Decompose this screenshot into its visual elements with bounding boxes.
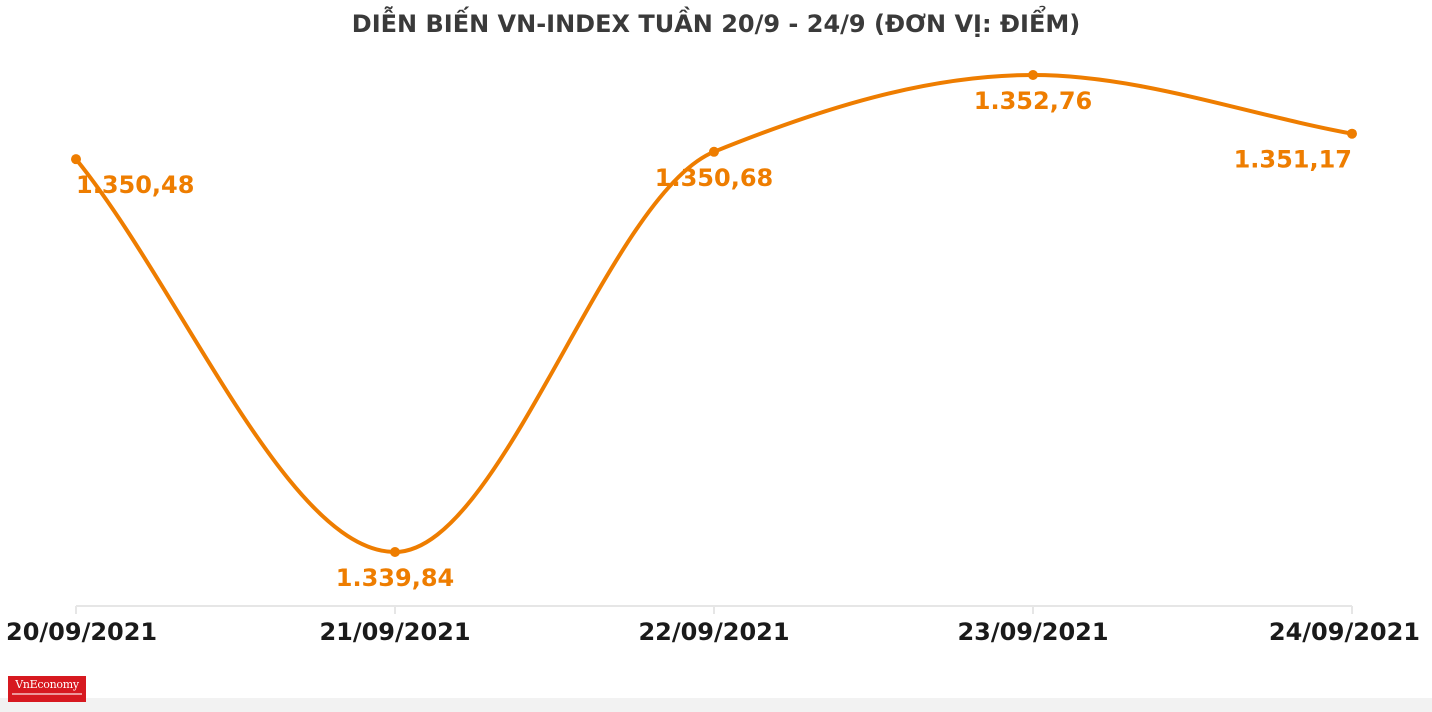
data-label: 1.351,17: [1234, 146, 1352, 174]
x-tick-label: 24/09/2021: [1269, 618, 1420, 646]
data-point: [390, 547, 400, 557]
data-point: [1347, 128, 1357, 139]
x-tick-label: 22/09/2021: [638, 618, 789, 646]
x-tick-label: 21/09/2021: [319, 618, 470, 646]
vneconomy-logo: VnEconomy: [8, 676, 86, 702]
footer-bar: [0, 698, 1432, 712]
data-label: 1.352,76: [974, 87, 1092, 115]
data-label: 1.339,84: [336, 564, 454, 592]
data-point: [1028, 70, 1038, 80]
data-label: 1.350,48: [76, 171, 194, 199]
logo-tagline: [12, 693, 82, 695]
x-tick-label: 20/09/2021: [6, 618, 157, 646]
x-tick-label: 23/09/2021: [957, 618, 1108, 646]
data-label: 1.350,68: [655, 164, 773, 192]
logo-text: VnEconomy: [15, 678, 79, 691]
data-point: [709, 146, 719, 157]
chart-title: DIỄN BIẾN VN-INDEX TUẦN 20/9 - 24/9 (ĐƠN…: [351, 10, 1081, 38]
data-point: [71, 154, 81, 165]
series-line: [74, 73, 1354, 554]
